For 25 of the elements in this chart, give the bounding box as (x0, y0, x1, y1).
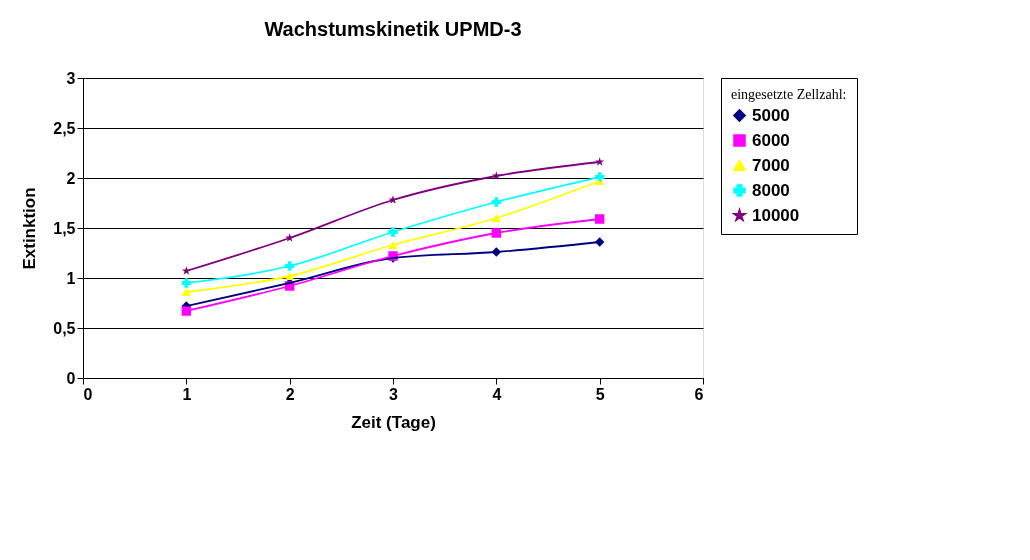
y-tick-label: 2,5 (53, 119, 76, 137)
legend-label: 7000 (752, 155, 790, 175)
legend-label: 8000 (752, 180, 790, 200)
point (594, 214, 605, 224)
y-tick-label: 2 (66, 169, 76, 187)
y-tick-label: 3 (66, 69, 76, 87)
x-tick-label: 1 (182, 385, 192, 403)
legend-label: 5000 (752, 105, 790, 125)
legend-label: 6000 (752, 130, 790, 150)
legend-title: eingesetzte Zellzahl: (731, 87, 847, 102)
y-tick-label: 0 (66, 369, 76, 387)
point (594, 237, 605, 247)
chart-title: Wachstumskinetik UPMD-3 (264, 18, 522, 40)
y-axis-title: Extinktion (20, 187, 40, 270)
x-tick-label: 3 (389, 385, 399, 403)
y-tick-label: 1,5 (53, 219, 76, 237)
x-tick-label: 2 (285, 385, 295, 403)
x-axis-title: Zeit (Tage) (351, 412, 436, 432)
y-tick-label: 1 (66, 269, 76, 287)
x-tick-label: 0 (83, 385, 93, 403)
y-tick-label: 0,5 (53, 319, 76, 337)
legend-label: 10000 (752, 205, 800, 225)
x-tick-label: 5 (595, 385, 605, 403)
x-tick-label: 4 (492, 385, 502, 403)
x-tick-label: 6 (694, 385, 704, 403)
